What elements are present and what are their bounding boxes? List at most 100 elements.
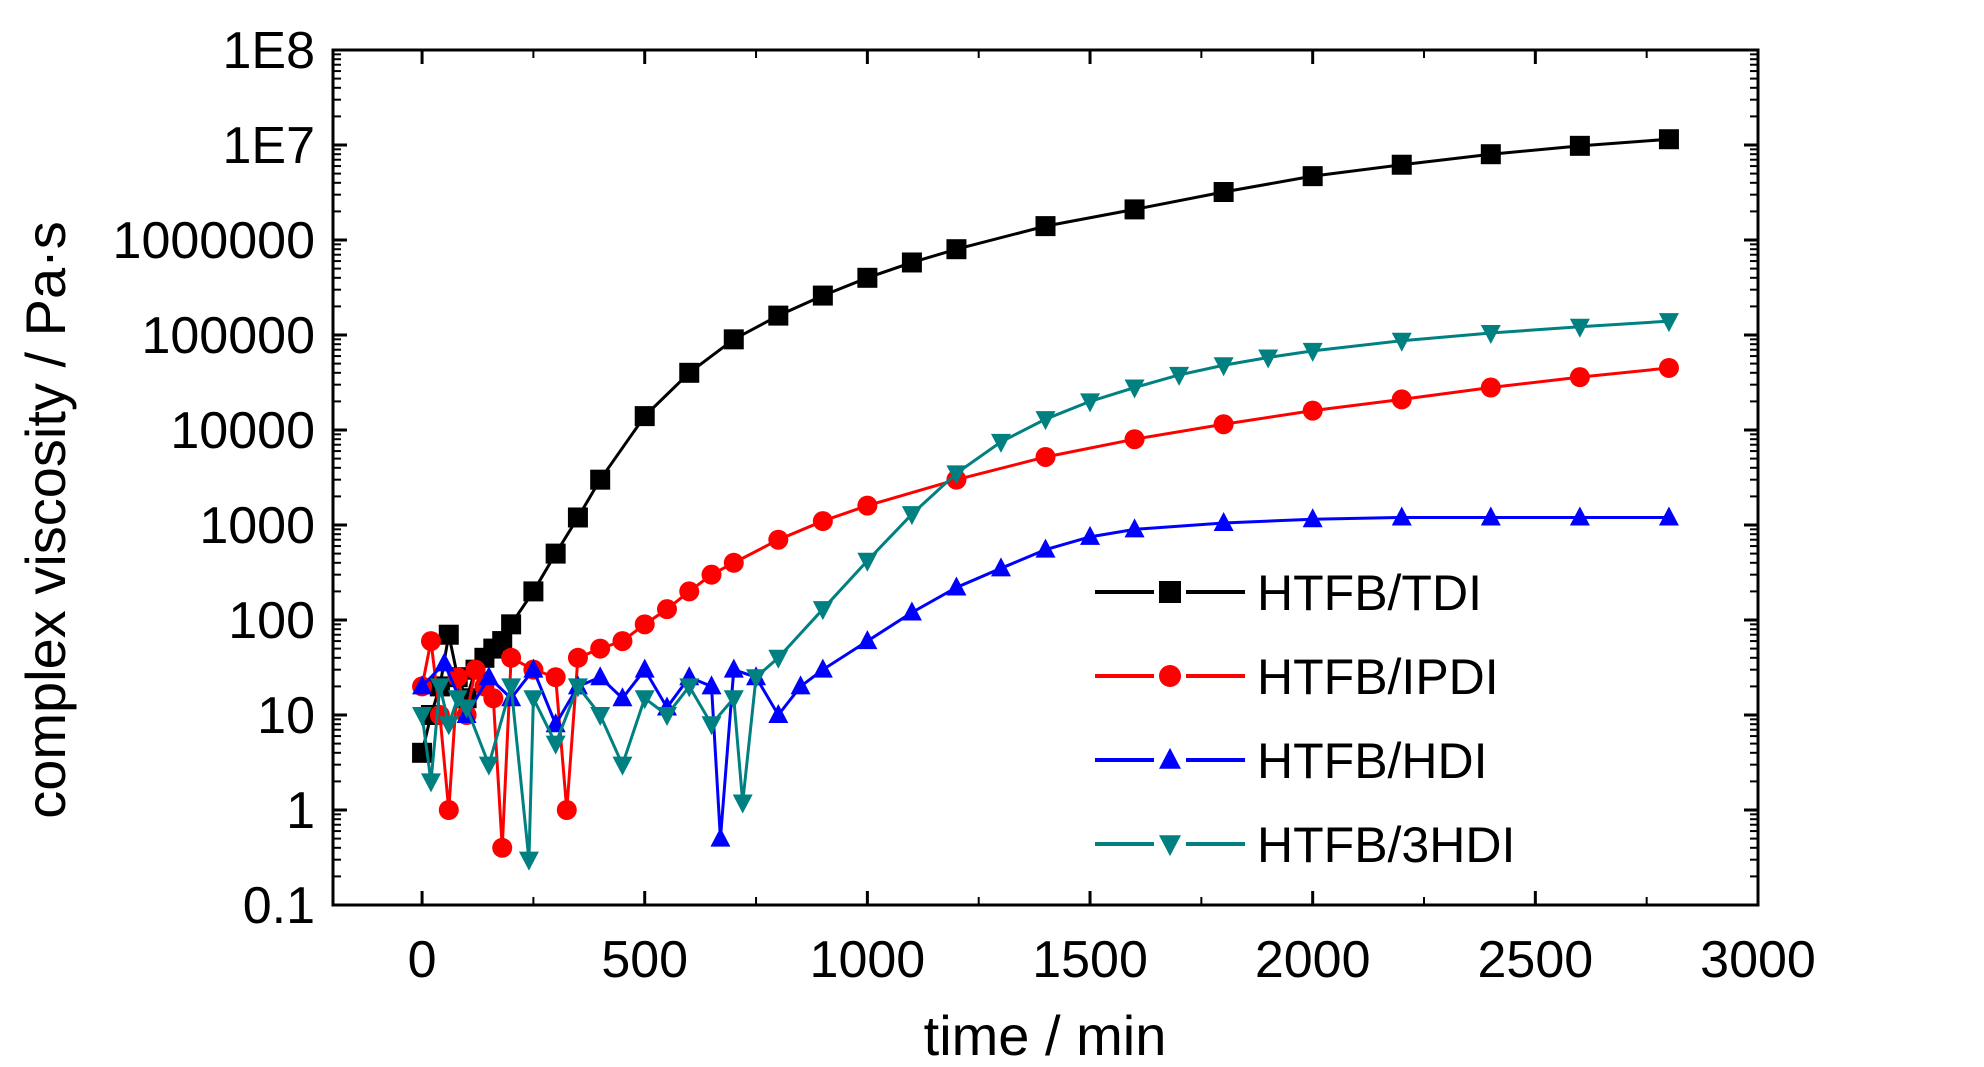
series-line	[420, 366, 1670, 848]
data-point	[590, 638, 611, 659]
data-point	[1035, 538, 1056, 558]
series-line	[420, 319, 1670, 860]
x-tick-label: 3000	[1700, 931, 1816, 989]
legend: HTFB/TDI HTFB/IPDI HTFB/HDI HTFB/3HDI	[1095, 565, 1515, 873]
data-point	[420, 631, 441, 652]
legend-marker	[1159, 581, 1181, 603]
data-point	[857, 630, 878, 650]
data-point	[1480, 324, 1501, 344]
data-point	[946, 239, 967, 260]
x-tick-label: 0	[408, 931, 437, 989]
y-axis-title: complex viscosity / Pa·s	[14, 221, 77, 819]
data-point	[567, 678, 588, 698]
data-point	[478, 666, 499, 686]
data-point	[1302, 400, 1323, 421]
data-point	[1658, 313, 1679, 333]
data-point	[701, 716, 722, 736]
data-point	[812, 511, 833, 532]
data-point	[1391, 332, 1412, 352]
data-point	[438, 716, 459, 736]
data-point	[523, 658, 544, 678]
data-point	[1569, 367, 1590, 388]
data-point	[1302, 166, 1323, 187]
data-point	[612, 756, 633, 776]
data-point	[768, 649, 789, 669]
data-point	[1213, 511, 1234, 531]
x-tick-label: 500	[601, 931, 688, 989]
data-point	[768, 305, 789, 326]
data-point	[590, 469, 611, 490]
data-point	[567, 507, 588, 528]
data-point	[1035, 216, 1056, 237]
data-point	[1124, 379, 1145, 399]
legend-marker	[1159, 665, 1181, 687]
data-point	[556, 800, 577, 820]
series-1	[412, 357, 1679, 858]
y-tick-label: 1	[286, 782, 315, 840]
data-point	[812, 285, 833, 306]
series-layer	[412, 129, 1679, 871]
data-point	[746, 669, 767, 689]
data-point	[1569, 318, 1590, 338]
legend-marker	[1159, 747, 1181, 769]
data-point	[812, 658, 833, 678]
data-point	[1302, 342, 1323, 362]
x-tick-label: 1500	[1032, 931, 1148, 989]
data-point	[456, 699, 477, 719]
series-3	[412, 313, 1679, 871]
data-point	[656, 707, 677, 726]
y-tick-label: 10	[257, 687, 315, 745]
data-point	[901, 506, 922, 526]
data-point	[634, 406, 655, 427]
series-0	[412, 129, 1679, 763]
legend-label: HTFB/3HDI	[1257, 817, 1515, 873]
data-point	[590, 666, 611, 686]
data-point	[701, 564, 722, 585]
data-point	[567, 647, 588, 668]
data-point	[857, 552, 878, 572]
legend-item: HTFB/HDI	[1095, 733, 1488, 789]
data-point	[768, 704, 789, 723]
data-point	[679, 581, 700, 602]
data-point	[434, 652, 455, 672]
data-point	[857, 495, 878, 516]
data-point	[723, 329, 744, 350]
data-point	[812, 601, 833, 621]
y-tick-label: 100000	[141, 307, 315, 365]
data-point	[438, 800, 459, 820]
data-point	[438, 624, 459, 645]
data-point	[1480, 506, 1501, 526]
data-point	[732, 794, 753, 814]
data-point	[1658, 129, 1679, 150]
data-point	[1124, 518, 1145, 538]
data-point	[1080, 525, 1101, 545]
data-point	[990, 433, 1011, 453]
data-point	[990, 557, 1011, 577]
y-tick-label: 1E8	[222, 22, 315, 80]
data-point	[492, 837, 513, 858]
data-point	[523, 690, 544, 710]
data-point	[590, 707, 611, 726]
data-point	[946, 576, 967, 596]
x-axis-title: time / min	[924, 1004, 1167, 1062]
data-point	[1569, 135, 1590, 156]
data-point	[710, 827, 731, 847]
y-tick-label: 1000000	[113, 212, 315, 270]
data-point	[946, 465, 967, 485]
data-point	[723, 658, 744, 678]
data-point	[545, 543, 566, 564]
data-point	[723, 690, 744, 710]
legend-item: HTFB/IPDI	[1095, 649, 1499, 705]
data-point	[768, 529, 789, 550]
data-point	[1391, 154, 1412, 175]
data-point	[501, 614, 522, 635]
data-point	[1391, 389, 1412, 410]
data-point	[634, 658, 655, 678]
data-point	[1258, 349, 1279, 369]
data-point	[790, 675, 811, 695]
data-point	[723, 552, 744, 573]
legend-label: HTFB/IPDI	[1257, 649, 1499, 705]
data-point	[412, 675, 433, 695]
data-point	[1124, 199, 1145, 220]
